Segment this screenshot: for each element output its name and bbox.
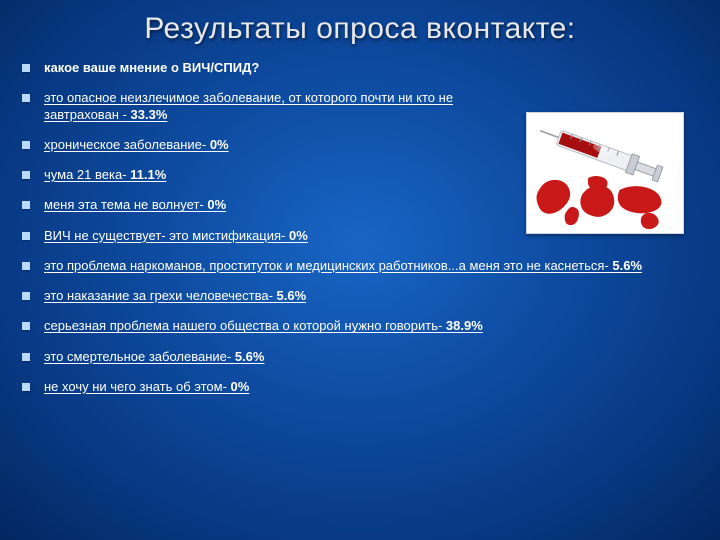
answer-percent: 0% bbox=[210, 137, 229, 152]
survey-item-text: чума 21 века- 11.1% bbox=[44, 167, 464, 183]
answer-text: серьезная проблема нашего общества о кот… bbox=[44, 318, 446, 333]
answer-percent: 38.9% bbox=[446, 318, 483, 333]
answer-text: это проблема наркоманов, проституток и м… bbox=[44, 258, 612, 273]
survey-item: серьезная проблема нашего общества о кот… bbox=[22, 318, 698, 334]
survey-question: какое ваше мнение о ВИЧ/СПИД? bbox=[22, 60, 698, 76]
survey-item-text: это наказание за грехи человечества- 5.6… bbox=[44, 288, 698, 304]
answer-text: хроническое заболевание- bbox=[44, 137, 210, 152]
answer-percent: 0% bbox=[231, 379, 250, 394]
bullet-icon bbox=[22, 383, 30, 391]
bullet-icon bbox=[22, 141, 30, 149]
question-text: какое ваше мнение о ВИЧ/СПИД? bbox=[44, 60, 698, 76]
survey-item-text: это смертельное заболевание- 5.6% bbox=[44, 349, 698, 365]
bullet-icon bbox=[22, 322, 30, 330]
survey-item: это проблема наркоманов, проституток и м… bbox=[22, 258, 698, 274]
survey-item: это смертельное заболевание- 5.6% bbox=[22, 349, 698, 365]
answer-percent: 0% bbox=[207, 197, 226, 212]
survey-item-text: меня эта тема не волнует- 0% bbox=[44, 197, 464, 213]
bullet-icon bbox=[22, 292, 30, 300]
bullet-icon bbox=[22, 171, 30, 179]
survey-item-text: серьезная проблема нашего общества о кот… bbox=[44, 318, 698, 334]
survey-item-text: хроническое заболевание- 0% bbox=[44, 137, 464, 153]
survey-item: не хочу ни чего знать об этом- 0% bbox=[22, 379, 698, 395]
bullet-icon bbox=[22, 262, 30, 270]
answer-percent: 0% bbox=[289, 228, 308, 243]
answer-text: это опасное неизлечимое заболевание, от … bbox=[44, 90, 453, 121]
slide-title: Результаты опроса вконтакте: bbox=[0, 0, 720, 54]
answer-percent: 5.6% bbox=[277, 288, 307, 303]
survey-item-text: это проблема наркоманов, проституток и м… bbox=[44, 258, 698, 274]
answer-percent: 11.1% bbox=[130, 167, 166, 182]
survey-item-text: не хочу ни чего знать об этом- 0% bbox=[44, 379, 698, 395]
bullet-icon bbox=[22, 64, 30, 72]
bullet-icon bbox=[22, 201, 30, 209]
answer-text: это наказание за грехи человечества- bbox=[44, 288, 277, 303]
survey-item-text: это опасное неизлечимое заболевание, от … bbox=[44, 90, 464, 123]
answer-text: не хочу ни чего знать об этом- bbox=[44, 379, 231, 394]
bullet-icon bbox=[22, 353, 30, 361]
bullet-icon bbox=[22, 94, 30, 102]
answer-percent: 5.6% bbox=[612, 258, 642, 273]
answer-text: это смертельное заболевание- bbox=[44, 349, 235, 364]
answer-percent: 33.3% bbox=[131, 107, 168, 122]
bullet-icon bbox=[22, 232, 30, 240]
answer-text: ВИЧ не существует- это мистификация- bbox=[44, 228, 289, 243]
answer-text: чума 21 века- bbox=[44, 167, 130, 182]
illustration-image bbox=[526, 112, 684, 234]
survey-item: это наказание за грехи человечества- 5.6… bbox=[22, 288, 698, 304]
answer-percent: 5.6% bbox=[235, 349, 265, 364]
survey-item-text: ВИЧ не существует- это мистификация- 0% bbox=[44, 228, 464, 244]
answer-text: меня эта тема не волнует- bbox=[44, 197, 207, 212]
